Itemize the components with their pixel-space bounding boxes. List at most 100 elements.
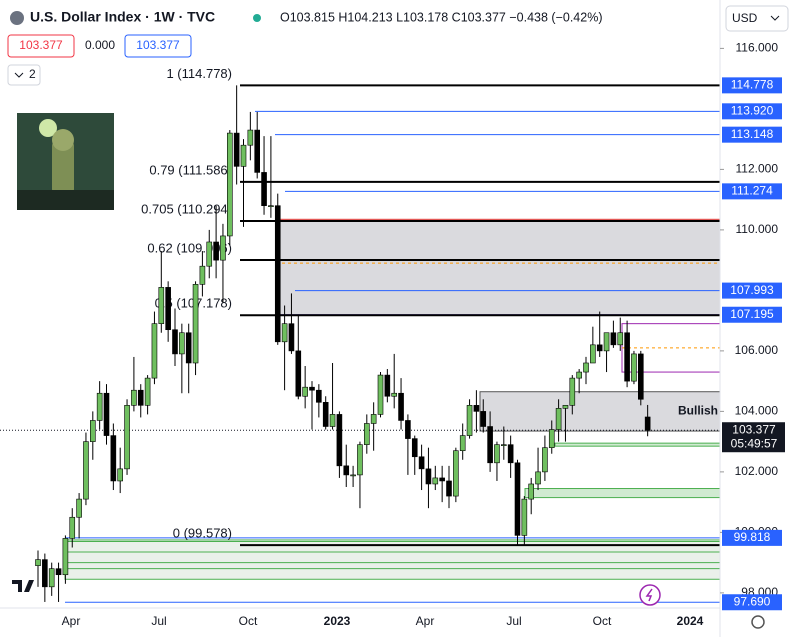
- price-tag: [722, 282, 782, 299]
- price-tag-label: 97.690: [734, 594, 771, 608]
- x-tick-label: Apr: [62, 614, 81, 628]
- candle-body: [453, 450, 459, 497]
- candle-body: [494, 444, 500, 464]
- candle-body: [254, 129, 260, 173]
- candle-body: [596, 344, 603, 352]
- badge: [7, 34, 75, 58]
- price-tag: [722, 306, 782, 323]
- candle-body: [542, 447, 548, 473]
- candle-body: [507, 444, 514, 464]
- symbol-title[interactable]: U.S. Dollar Index · 1W · TVC: [30, 9, 215, 25]
- zone-label: Bullish: [678, 404, 718, 418]
- candle-body: [535, 471, 541, 485]
- price-tag-label: 113.920: [731, 103, 774, 117]
- price-tag: [722, 126, 782, 143]
- candle-body: [398, 392, 404, 421]
- candle-body: [172, 329, 178, 355]
- candle-body: [35, 559, 41, 566]
- candle-body: [62, 538, 69, 576]
- candle-body: [370, 414, 377, 424]
- currency-button[interactable]: [725, 5, 789, 32]
- candle-body: [459, 435, 466, 452]
- currency[interactable]: USD: [732, 11, 758, 25]
- candle-body: [487, 426, 493, 464]
- zone: [479, 391, 721, 432]
- candle-body: [83, 441, 89, 500]
- candle-body: [590, 344, 596, 364]
- candle-body: [514, 462, 521, 536]
- candle-body: [96, 392, 103, 421]
- event-glyph: [645, 588, 653, 602]
- candle-body: [288, 323, 295, 352]
- candle-body: [583, 362, 589, 373]
- candle-body: [220, 235, 226, 261]
- price-tag-label: 114.778: [731, 78, 774, 92]
- current-price-label: 103.377: [732, 422, 776, 436]
- x-tick-label: 2023: [324, 614, 351, 628]
- candle-body: [425, 468, 432, 485]
- candle-body: [192, 284, 199, 364]
- candle-body: [185, 332, 192, 364]
- fib-label: 0.79 (111.586): [149, 162, 232, 177]
- candle-body: [281, 323, 288, 343]
- tv-logo: [12, 580, 34, 592]
- fib-label: 0.705 (110.294): [141, 201, 232, 216]
- candle-body: [268, 205, 274, 207]
- indicator-count[interactable]: 2: [29, 67, 36, 81]
- candle-body: [466, 405, 473, 436]
- candle-body: [610, 332, 617, 346]
- ohlc-legend: O103.815 H104.213 L103.178 C103.377 −0.4…: [280, 10, 602, 24]
- candle-body: [240, 144, 247, 167]
- candle-body: [617, 332, 624, 346]
- candle-body: [227, 132, 233, 237]
- candle-body: [473, 405, 480, 412]
- price-tag-label: 111.274: [731, 184, 773, 198]
- candle-body: [309, 386, 315, 391]
- badge-text: 0.000: [85, 38, 115, 52]
- zone: [524, 488, 721, 499]
- candle-body: [350, 474, 356, 477]
- candle-body: [90, 420, 96, 442]
- candle-body: [500, 444, 507, 446]
- price-tag: [722, 77, 782, 94]
- candle-body: [322, 402, 329, 427]
- candle-body: [233, 132, 240, 167]
- y-tick-label: 110.000: [736, 222, 779, 236]
- fib-label: 1 (114.778): [166, 66, 232, 81]
- settings-icon[interactable]: [751, 615, 765, 629]
- candle-body: [548, 429, 555, 448]
- price-tag: [722, 183, 782, 200]
- candle-body: [555, 408, 562, 430]
- candle-body: [336, 414, 343, 467]
- candle-body: [295, 350, 302, 397]
- candle-body: [137, 389, 144, 406]
- x-tick-label: 2024: [677, 614, 704, 628]
- y-tick-label: 106.000: [735, 343, 779, 357]
- candle-body: [158, 287, 165, 324]
- indicator-toggle[interactable]: [7, 64, 41, 86]
- candle-body: [179, 332, 185, 355]
- candle-body: [405, 420, 411, 439]
- candle-body: [357, 444, 363, 476]
- candle-body: [131, 389, 137, 406]
- chevron: [14, 72, 24, 78]
- zone: [554, 442, 721, 447]
- current-price-tag: [722, 422, 785, 453]
- y-tick-label: 102.000: [735, 464, 779, 478]
- zone: [275, 218, 721, 316]
- event-icon[interactable]: [639, 584, 661, 606]
- candle-body: [199, 265, 206, 285]
- candle-body: [418, 456, 425, 470]
- candle-body: [377, 374, 384, 415]
- price-tag: [722, 103, 782, 120]
- candle-body: [411, 438, 418, 458]
- y-tick-label: 104.000: [735, 404, 779, 418]
- badge-text: 103.377: [19, 38, 63, 52]
- candle-body: [631, 353, 637, 382]
- countdown: 05:49:57: [731, 436, 778, 450]
- x-tick-label: Apr: [416, 614, 435, 628]
- candle-body: [644, 416, 651, 431]
- candle-body: [206, 241, 213, 267]
